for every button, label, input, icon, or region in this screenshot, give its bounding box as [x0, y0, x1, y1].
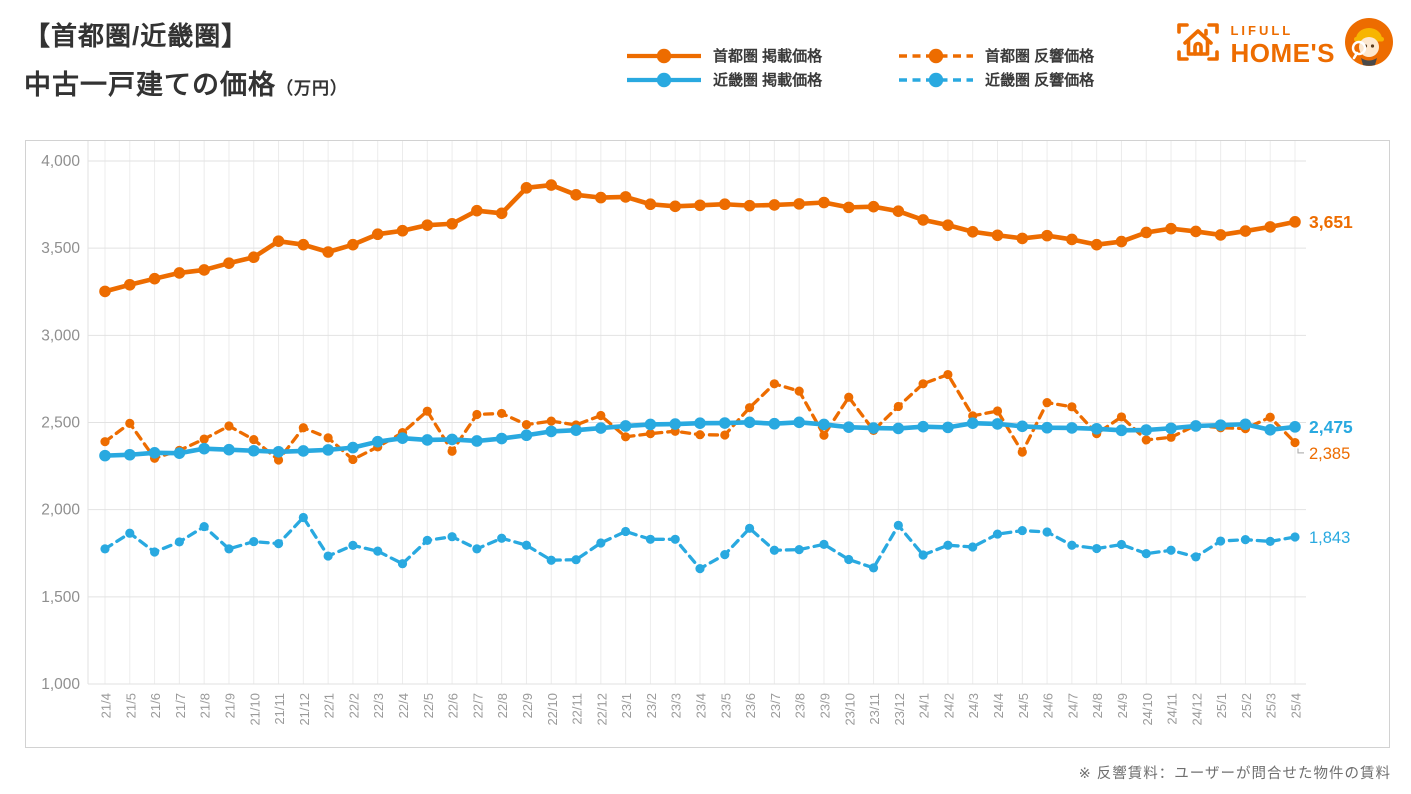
legend-item-1[interactable]: 首都圏 掲載価格 — [626, 44, 898, 67]
x-axis-tick: 24/6 — [1041, 693, 1056, 718]
legend-swatch — [627, 48, 701, 63]
x-axis-tick: 24/5 — [1016, 693, 1031, 718]
house-frame-icon — [1175, 19, 1221, 70]
x-axis-tick: 22/6 — [446, 693, 461, 718]
x-axis-tick: 22/12 — [594, 693, 609, 726]
x-axis-tick: 23/4 — [694, 693, 709, 718]
y-axis-tick: 1,500 — [41, 589, 80, 606]
end-value-label: 3,651 — [1309, 212, 1353, 232]
legend-swatch — [899, 48, 973, 63]
series-1 — [99, 179, 1301, 298]
x-axis-tick: 23/2 — [644, 693, 659, 718]
footnote: ※ 反響賃料：ユーザーが問合せた物件の賃料 — [1078, 766, 1391, 782]
x-axis-tick: 22/8 — [495, 693, 510, 718]
legend-item-4[interactable]: 近畿圏 反響価格 — [898, 68, 1094, 91]
x-axis-tick: 25/4 — [1289, 693, 1304, 718]
legend-item-3[interactable]: 首都圏 反響価格 — [898, 44, 1094, 67]
x-axis-tick: 21/6 — [148, 693, 163, 718]
x-axis-tick: 23/3 — [669, 693, 684, 718]
x-axis-tick: 24/11 — [1165, 693, 1180, 725]
y-axis-tick: 2,500 — [41, 415, 80, 432]
x-axis-tick: 22/10 — [545, 693, 560, 726]
chart-legend: 首都圏 掲載価格 近畿圏 掲載価格 首都圏 反響価格 近畿圏 反響価格 — [626, 44, 1094, 91]
x-axis-tick: 24/2 — [941, 693, 956, 718]
x-axis-tick: 23/9 — [817, 693, 832, 718]
x-axis-tick: 22/9 — [520, 693, 535, 718]
x-axis-tick: 23/6 — [743, 693, 758, 718]
x-axis-tick: 21/7 — [173, 693, 188, 718]
series-2 — [99, 416, 1301, 462]
x-axis-tick: 22/1 — [322, 693, 337, 718]
x-axis-tick: 23/1 — [619, 693, 634, 718]
y-axis-tick: 1,000 — [41, 676, 80, 693]
x-axis-tick: 23/12 — [892, 693, 907, 726]
x-axis-tick: 25/2 — [1239, 693, 1254, 718]
logo-lifull: LIFULL — [1230, 22, 1294, 38]
lifull-homes-logo: LIFULL HOME'S — [1175, 17, 1394, 72]
x-axis-tick: 23/8 — [793, 693, 808, 718]
title-region: 【首都圏/近畿圏】 — [24, 21, 249, 51]
logo-homes: HOME'S — [1230, 37, 1335, 68]
x-axis-tick: 22/5 — [421, 693, 436, 718]
x-axis-tick: 21/9 — [222, 693, 237, 718]
x-axis-tick: 24/1 — [917, 693, 932, 718]
x-axis-tick: 24/8 — [1090, 693, 1105, 718]
homes-mascot-icon — [1344, 17, 1394, 72]
x-axis-tick: 23/5 — [718, 693, 733, 718]
legend-label: 首都圏 反響価格 — [985, 48, 1095, 65]
x-axis-tick: 23/10 — [842, 693, 857, 726]
x-axis-tick: 21/8 — [198, 693, 213, 718]
x-axis-tick: 22/4 — [396, 693, 411, 718]
x-axis-tick: 22/7 — [470, 693, 485, 718]
x-axis-tick: 24/12 — [1189, 693, 1204, 726]
y-axis-tick: 2,000 — [41, 502, 80, 519]
legend-swatch — [627, 72, 701, 87]
legend-label: 近畿圏 反響価格 — [985, 72, 1095, 89]
x-axis-tick: 21/4 — [99, 693, 114, 718]
y-axis-tick: 3,500 — [41, 240, 80, 257]
title-main-text: 中古一戸建ての価格 — [24, 70, 276, 100]
end-value-label: 2,385 — [1309, 445, 1350, 463]
legend-item-2[interactable]: 近畿圏 掲載価格 — [626, 68, 898, 91]
x-axis-tick: 24/3 — [966, 693, 981, 718]
x-axis-tick: 22/11 — [570, 693, 585, 725]
x-axis-labels: 21/4 21/5 21/6 21/7 21/8 21/9 21/10 21/11 21/12 2… — [99, 693, 1304, 726]
x-axis-tick: 24/4 — [991, 693, 1006, 718]
legend-swatch — [899, 72, 973, 87]
x-axis-tick: 21/12 — [297, 693, 312, 726]
x-axis-tick: 24/10 — [1140, 693, 1155, 726]
end-value-label: 2,475 — [1309, 417, 1353, 437]
series-4 — [100, 512, 1300, 574]
x-axis-tick: 24/7 — [1065, 693, 1080, 718]
legend-label: 近畿圏 掲載価格 — [713, 72, 823, 89]
page-title: 【首都圏/近畿圏】 中古一戸建ての価格（万円） — [24, 16, 348, 102]
y-axis-tick: 4,000 — [41, 153, 80, 170]
gridlines-horizontal: 1,000 1,500 2,000 2,500 3,000 3,500 4,000 — [41, 153, 1306, 693]
title-main: 中古一戸建ての価格（万円） — [24, 63, 348, 102]
x-axis-tick: 21/10 — [247, 693, 262, 726]
x-axis-tick: 24/9 — [1115, 693, 1130, 718]
x-axis-tick: 22/2 — [346, 693, 361, 718]
gridlines-vertical — [104, 141, 1296, 684]
x-axis-tick: 22/3 — [371, 693, 386, 718]
x-axis-tick: 21/5 — [123, 693, 138, 718]
title-unit: （万円） — [276, 79, 348, 98]
x-axis-tick: 21/11 — [272, 693, 287, 725]
logo-wordmark: LIFULL HOME'S — [1230, 24, 1335, 66]
end-value-label: 1,843 — [1309, 529, 1350, 547]
chart-area: 1,000 1,500 2,000 2,500 3,000 3,500 4,000 21/4 2… — [25, 140, 1390, 748]
x-axis-tick: 25/1 — [1214, 693, 1229, 718]
y-axis-tick: 3,000 — [41, 327, 80, 344]
x-axis-tick: 23/7 — [768, 693, 783, 718]
x-axis-tick: 23/11 — [867, 693, 882, 725]
legend-label: 首都圏 掲載価格 — [713, 48, 823, 65]
x-axis-tick: 25/3 — [1264, 693, 1279, 718]
